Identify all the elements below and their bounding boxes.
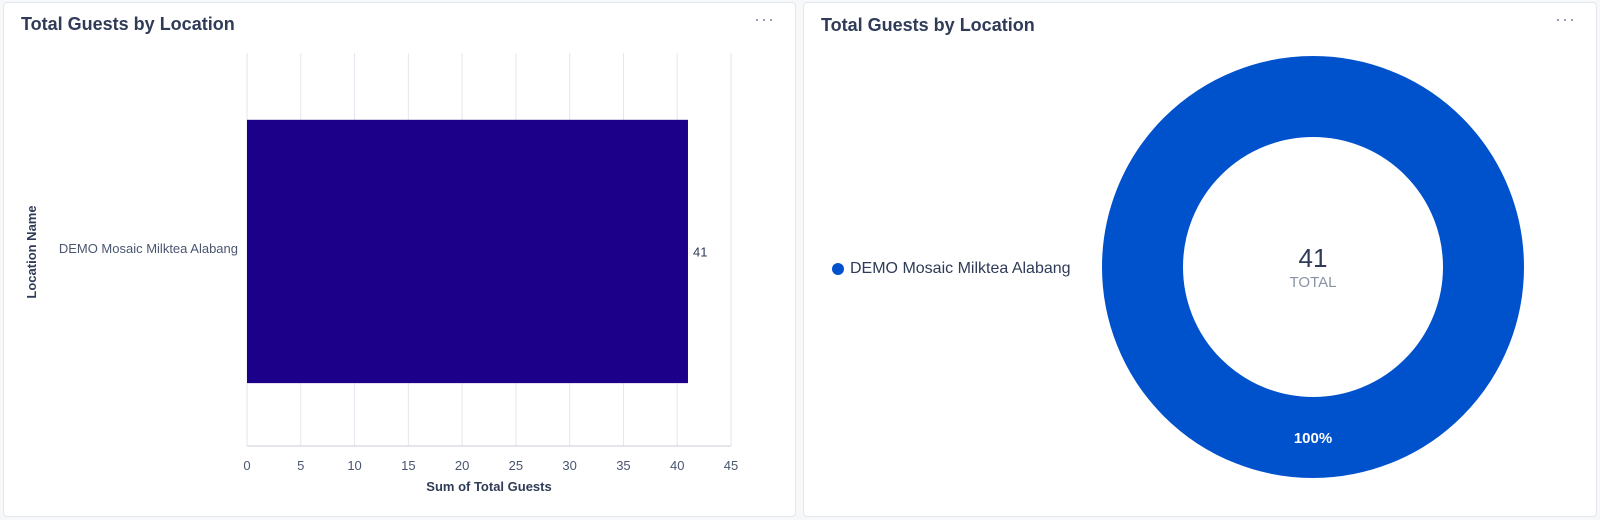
bar-chart-title: Total Guests by Location [21,14,235,34]
bar-x-tick-label: 5 [297,458,304,473]
donut-chart-title: Total Guests by Location [821,15,1035,35]
bar-x-tick-label: 0 [243,458,250,473]
donut-legend-label: DEMO Mosaic Milktea Alabang [850,260,1071,277]
donut-slices [1102,56,1524,478]
bar-chart-more-icon[interactable]: ··· [754,9,775,29]
bar-category-label: DEMO Mosaic Milktea Alabang [59,241,238,256]
donut-chart-card: Total Guests by Location ··· DEMO Mosaic… [803,2,1597,517]
donut-chart-plot: 41 TOTAL 100% [1102,56,1524,478]
donut-center-label: TOTAL [1290,274,1337,291]
bar-x-tick-label: 20 [455,458,469,473]
bar[interactable] [247,119,688,384]
donut-legend-item[interactable]: DEMO Mosaic Milktea Alabang [832,260,1071,278]
bar-x-tick-label: 40 [670,458,684,473]
donut-slice[interactable] [1102,56,1524,478]
bar-x-tick-label: 10 [347,458,361,473]
bar-x-axis-title: Sum of Total Guests [426,479,551,494]
bar-x-tick-label: 35 [616,458,630,473]
donut-slice-label: 100% [1294,430,1332,447]
bar-x-tick-label: 45 [724,458,738,473]
bar-chart-x-axis: 0 5 10 15 20 25 30 35 40 45 [243,458,738,473]
bar-y-axis-title: Location Name [24,205,39,298]
bar-chart-card: Total Guests by Location ··· 41 0 5 10 15 20… [3,2,796,517]
bar-chart-bars: 41 [247,119,707,384]
donut-chart-more-icon[interactable]: ··· [1555,9,1576,29]
bar-x-tick-label: 30 [562,458,576,473]
bar-chart-plot: 41 0 5 10 15 20 25 30 35 40 45 DEMO Mosaic Milkte… [24,53,738,494]
legend-dot-icon [832,263,844,275]
donut-center-value: 41 [1299,243,1328,273]
bar-x-tick-label: 15 [401,458,415,473]
bar-x-tick-label: 25 [509,458,523,473]
bar-data-label: 41 [693,244,707,259]
